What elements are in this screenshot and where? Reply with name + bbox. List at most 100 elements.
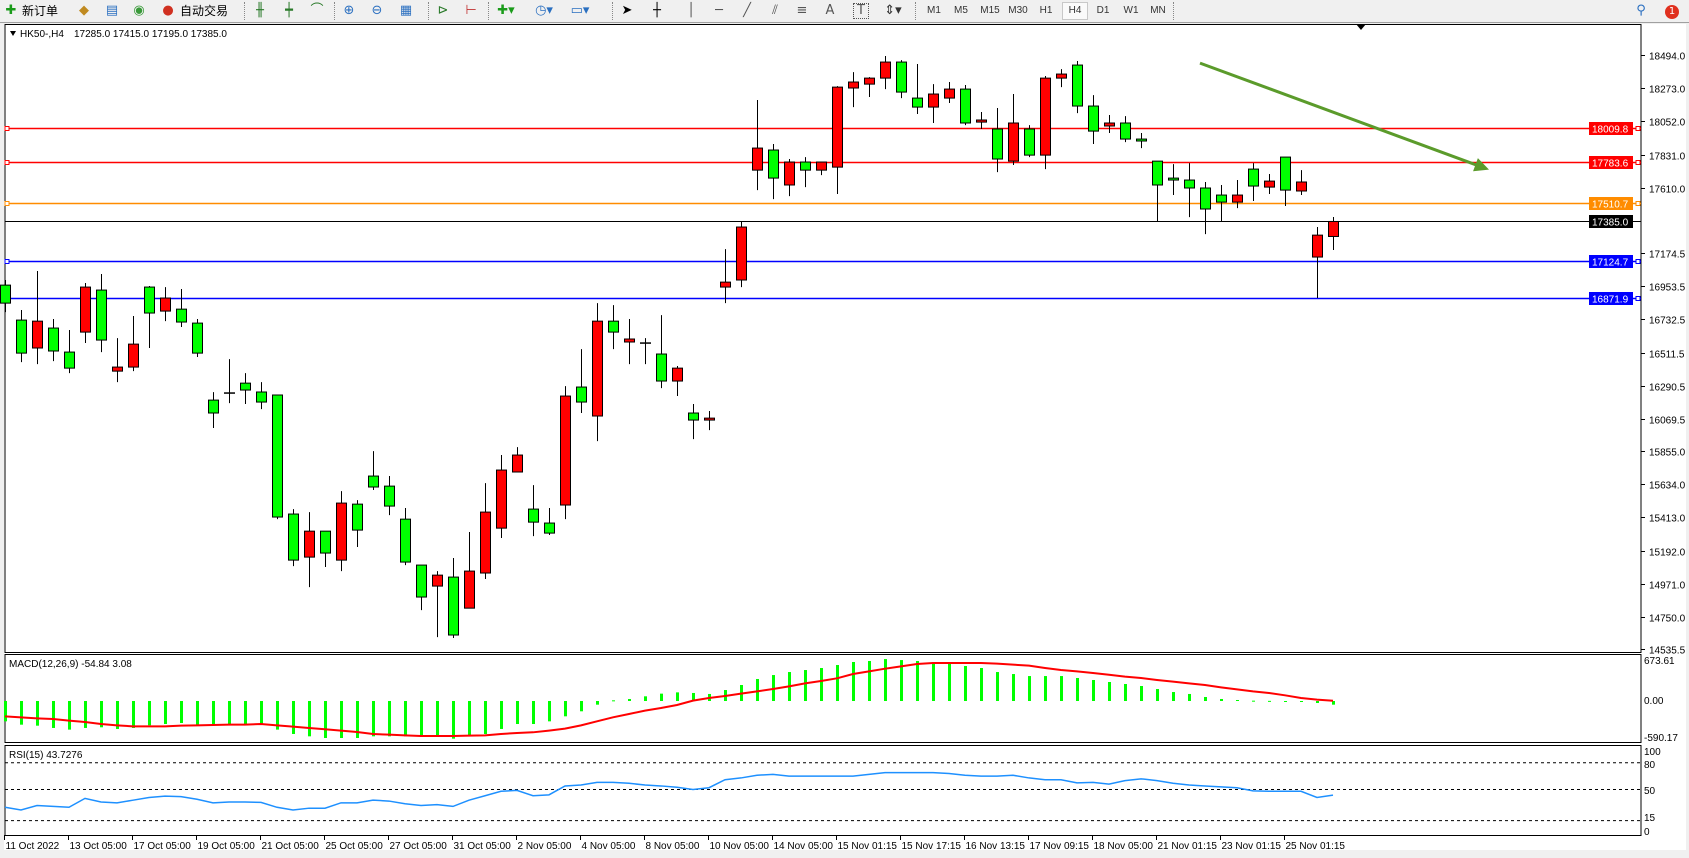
level-handle-right[interactable] — [1635, 259, 1641, 264]
level-handle-right[interactable] — [1635, 160, 1641, 165]
timeframe-h1[interactable]: H1 — [1039, 5, 1053, 16]
macd-signal-line — [4, 662, 1334, 737]
level-handle-right[interactable] — [1635, 296, 1641, 301]
candle-body — [336, 502, 347, 561]
timeframe-h4[interactable]: H4 — [1062, 2, 1088, 20]
timeframe-m15[interactable]: M15 — [980, 5, 1000, 16]
rsi-axis-label: 50 — [1644, 786, 1656, 797]
candle-body — [1040, 77, 1051, 156]
autoscroll-icon[interactable]: ⊳ — [437, 3, 449, 18]
candle-body — [400, 518, 411, 563]
level-price-badge — [1589, 292, 1633, 305]
macd-histogram-bar — [612, 700, 615, 702]
indicators-icon[interactable]: ✚▾ — [497, 3, 515, 18]
candle-body — [96, 289, 107, 341]
toolbar-separator — [428, 2, 430, 20]
tile-windows-icon[interactable]: ▦ — [399, 3, 413, 18]
timeframe-m30[interactable]: M30 — [1008, 5, 1028, 16]
macd-histogram-bar — [868, 660, 871, 701]
level-price-badge — [1589, 156, 1633, 169]
trendline-icon[interactable]: ╱ — [743, 3, 751, 18]
channel-icon[interactable]: ⫽ — [772, 3, 778, 18]
macd-histogram-bar — [1044, 676, 1047, 701]
zoom-in-icon[interactable]: ⊕ — [343, 3, 355, 18]
level-handle-left[interactable] — [4, 126, 10, 131]
candle-body — [1072, 64, 1083, 107]
time-tick-label: 25 Nov 01:15 — [1286, 841, 1346, 852]
candle-body — [912, 97, 923, 108]
new-order-button[interactable]: 新订单 — [22, 4, 59, 18]
auto-trading-button[interactable]: 自动交易 — [180, 4, 229, 18]
arrows-icon[interactable]: ⇕▾ — [884, 3, 902, 18]
candle — [128, 316, 139, 372]
vertical-line-icon[interactable]: │ — [687, 3, 695, 18]
timeframe-mn[interactable]: MN — [1150, 5, 1166, 16]
zoom-out-icon[interactable]: ⊖ — [371, 3, 383, 18]
price-tick-label: 17610.0 — [1649, 185, 1686, 196]
candle-body — [80, 286, 91, 333]
candle — [624, 319, 635, 365]
level-handle-left[interactable] — [4, 259, 10, 264]
market-watch-icon[interactable]: ◆ — [79, 3, 89, 18]
arrow-head-icon[interactable] — [1473, 158, 1489, 172]
timeframe-m5[interactable]: M5 — [954, 5, 968, 16]
timeframe-m1[interactable]: M1 — [927, 5, 941, 16]
macd-histogram-bar — [1236, 699, 1239, 701]
signals-icon[interactable]: ◉ — [133, 3, 145, 18]
search-icon[interactable]: ⚲ — [1636, 3, 1646, 18]
text-icon[interactable]: A — [825, 3, 835, 18]
level-handle-right[interactable] — [1635, 201, 1641, 206]
candle — [736, 221, 747, 288]
level-price-badge — [1589, 197, 1633, 210]
notification-badge: 1 — [1665, 5, 1679, 19]
price-tick-label: 17174.5 — [1649, 250, 1686, 261]
periods-icon[interactable]: ◷▾ — [535, 3, 553, 18]
line-chart-icon[interactable]: ⌒ — [310, 3, 324, 18]
candle-body — [32, 320, 43, 349]
new-order-icon[interactable]: ✚ — [5, 3, 17, 18]
candle — [288, 509, 299, 567]
price-tick-label: 15634.0 — [1649, 481, 1686, 492]
auto-trading-icon[interactable]: ● — [162, 3, 174, 18]
navigator-icon[interactable]: ▤ — [105, 3, 119, 18]
timeframe-d1[interactable]: D1 — [1096, 5, 1110, 16]
time-tick-label: 15 Nov 17:15 — [902, 841, 962, 852]
text-label-icon[interactable]: T — [853, 3, 869, 19]
trend-arrow[interactable] — [1199, 61, 1489, 172]
templates-icon[interactable]: ▭▾ — [570, 3, 590, 18]
time-tick-label: 11 Oct 2022 — [6, 841, 60, 852]
candle-body — [1296, 181, 1307, 192]
macd-histogram-bar — [1108, 682, 1111, 701]
bar-chart-icon[interactable]: ╫ — [256, 3, 264, 18]
chart-shift-icon[interactable]: ⊢ — [465, 3, 477, 18]
candlestick-series — [0, 56, 1339, 639]
level-handle-left[interactable] — [4, 160, 10, 165]
candle — [1104, 115, 1115, 134]
macd-histogram-bar — [196, 701, 199, 725]
horizontal-line-icon[interactable]: ─ — [715, 3, 723, 18]
level-handle-right[interactable] — [1635, 126, 1641, 131]
trend-arrow-line[interactable] — [1199, 61, 1482, 169]
cursor-icon[interactable]: ➤ — [621, 3, 633, 18]
dropdown-triangle-icon[interactable] — [10, 31, 16, 36]
toolbar-separator — [244, 2, 246, 20]
macd-histogram-bar — [1300, 701, 1303, 702]
chart-shift-marker-icon[interactable] — [1356, 24, 1366, 30]
timeframe-w1[interactable]: W1 — [1123, 5, 1139, 16]
candle — [1040, 76, 1051, 170]
candle — [784, 159, 795, 197]
candle-body — [928, 93, 939, 108]
price-tick-label: 16069.5 — [1649, 416, 1686, 427]
candle — [400, 508, 411, 566]
fibonacci-icon[interactable]: ≡ — [796, 3, 808, 18]
level-price-badge — [1589, 215, 1633, 228]
time-tick-label: 17 Oct 05:00 — [134, 841, 192, 852]
macd-histogram-bar — [1268, 700, 1271, 702]
macd-histogram-bar — [980, 668, 983, 701]
time-axis: 11 Oct 2022 13 Oct 05:00 17 Oct 05:00 19 Oc… — [4, 835, 1346, 852]
candlestick-icon[interactable]: ┿ — [285, 3, 293, 18]
crosshair-icon[interactable]: ┼ — [653, 3, 661, 18]
level-handle-left[interactable] — [4, 201, 10, 206]
notification-icon[interactable]: 1 — [1662, 2, 1682, 20]
